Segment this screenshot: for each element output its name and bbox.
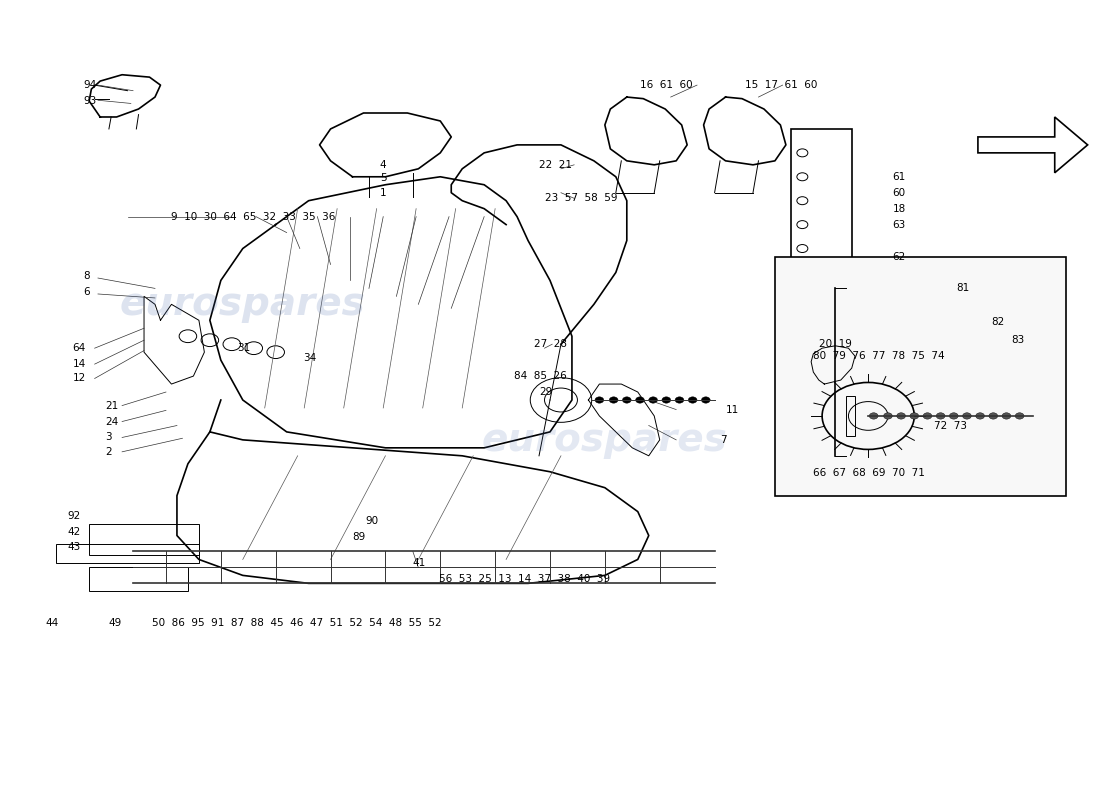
Circle shape	[989, 413, 998, 419]
Bar	[807, 285, 868, 336]
Text: 49: 49	[109, 618, 122, 628]
Text: 42: 42	[67, 526, 80, 537]
Text: 5: 5	[379, 174, 386, 183]
Text: 6: 6	[84, 287, 90, 298]
Circle shape	[976, 413, 984, 419]
Text: eurospares: eurospares	[120, 286, 365, 323]
Text: 41: 41	[412, 558, 426, 569]
Text: 81: 81	[956, 283, 969, 294]
Text: 24: 24	[106, 417, 119, 426]
Text: 18: 18	[892, 204, 905, 214]
Text: 15  17  61  60: 15 17 61 60	[746, 80, 817, 90]
Text: 14: 14	[73, 359, 86, 369]
Text: 23  57  58  59: 23 57 58 59	[544, 194, 617, 203]
Text: 82: 82	[991, 317, 1004, 327]
Polygon shape	[978, 117, 1088, 173]
Circle shape	[883, 413, 892, 419]
Text: 84  85  26: 84 85 26	[514, 371, 566, 381]
Bar	[56, 543, 199, 563]
Text: 31: 31	[238, 343, 251, 353]
Text: 7: 7	[720, 435, 727, 445]
Text: 90: 90	[365, 516, 378, 526]
Text: 29: 29	[539, 387, 552, 397]
Text: 83: 83	[1011, 335, 1024, 346]
Text: 60: 60	[892, 188, 905, 198]
Text: 8: 8	[84, 271, 90, 282]
Circle shape	[595, 397, 604, 403]
Circle shape	[869, 413, 878, 419]
Text: 80  79  76  77  78  75  74: 80 79 76 77 78 75 74	[813, 351, 945, 361]
Text: 44: 44	[45, 618, 58, 628]
Text: 12: 12	[73, 374, 86, 383]
Text: 62: 62	[892, 251, 905, 262]
Circle shape	[623, 397, 631, 403]
Bar	[791, 129, 851, 288]
Circle shape	[636, 397, 645, 403]
Circle shape	[923, 413, 932, 419]
Text: 94: 94	[84, 80, 97, 90]
Text: 20  19: 20 19	[818, 339, 851, 349]
Circle shape	[910, 413, 918, 419]
Circle shape	[609, 397, 618, 403]
Text: eurospares: eurospares	[482, 421, 728, 459]
Text: 22  21: 22 21	[539, 160, 572, 170]
Circle shape	[662, 397, 671, 403]
Text: 2: 2	[106, 447, 112, 457]
Text: 72  73: 72 73	[934, 421, 967, 430]
Text: 61: 61	[892, 172, 905, 182]
Bar	[89, 523, 199, 555]
Circle shape	[936, 413, 945, 419]
Circle shape	[689, 397, 697, 403]
Text: 4: 4	[379, 160, 386, 170]
Circle shape	[702, 397, 711, 403]
Circle shape	[1002, 413, 1011, 419]
Text: 16  61  60: 16 61 60	[640, 80, 693, 90]
Text: 64: 64	[73, 343, 86, 353]
Circle shape	[1015, 413, 1024, 419]
Circle shape	[649, 397, 658, 403]
Text: 1: 1	[379, 188, 386, 198]
Text: 50  86  95  91  87  88  45  46  47  51  52  54  48  55  52: 50 86 95 91 87 88 45 46 47 51 52 54 48 5…	[152, 618, 441, 628]
Text: 66  67  68  69  70  71: 66 67 68 69 70 71	[813, 468, 925, 478]
Circle shape	[675, 397, 684, 403]
Text: 89: 89	[352, 532, 365, 542]
Circle shape	[949, 413, 958, 419]
Text: 21: 21	[106, 401, 119, 410]
Text: 43: 43	[67, 542, 80, 553]
Text: 9  10  30  64  65  32  33  35  36: 9 10 30 64 65 32 33 35 36	[172, 212, 336, 222]
Text: 3: 3	[106, 433, 112, 442]
Text: 27  28: 27 28	[534, 339, 566, 349]
Text: 56  53  25  13  14  37  38  40  39: 56 53 25 13 14 37 38 40 39	[439, 574, 610, 584]
Text: 92: 92	[67, 510, 80, 521]
Bar	[89, 567, 188, 591]
Text: 11: 11	[726, 405, 739, 414]
Bar	[774, 257, 1066, 496]
Text: 93: 93	[84, 96, 97, 106]
Circle shape	[962, 413, 971, 419]
Text: 63: 63	[892, 220, 905, 230]
Circle shape	[896, 413, 905, 419]
Text: 34: 34	[304, 353, 317, 362]
Bar	[846, 396, 855, 436]
